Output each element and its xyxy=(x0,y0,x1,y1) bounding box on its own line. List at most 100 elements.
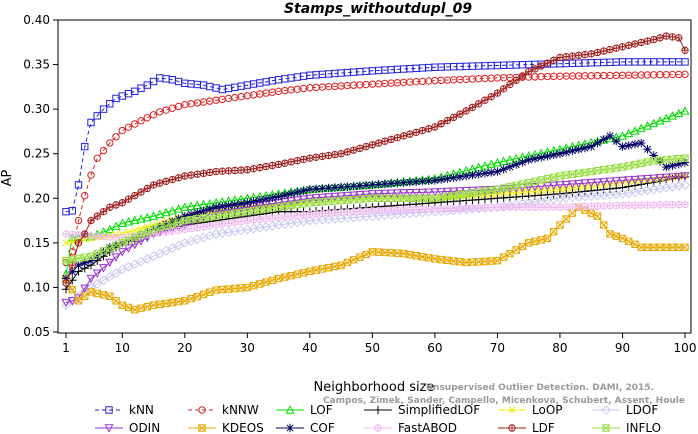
data-point xyxy=(299,211,308,219)
data-point xyxy=(493,203,502,211)
data-point xyxy=(318,209,327,218)
data-point xyxy=(524,183,534,192)
data-point xyxy=(62,256,70,265)
data-point xyxy=(399,132,408,140)
legend-marker xyxy=(508,424,516,432)
data-point xyxy=(499,165,508,174)
series-inflo xyxy=(62,154,689,265)
data-point xyxy=(381,137,389,145)
data-point xyxy=(581,202,589,211)
data-point xyxy=(112,297,120,305)
data-point xyxy=(674,172,684,182)
data-point xyxy=(380,179,390,189)
data-point xyxy=(662,156,670,164)
data-point xyxy=(461,171,471,181)
data-point xyxy=(68,255,76,264)
x-tick-label: 100 xyxy=(674,341,697,355)
data-point xyxy=(418,177,427,186)
data-point xyxy=(162,177,170,185)
data-point xyxy=(555,149,565,158)
data-point xyxy=(206,82,214,91)
data-point xyxy=(436,188,446,197)
data-point xyxy=(681,70,689,79)
data-point xyxy=(399,206,408,214)
data-point xyxy=(143,81,151,89)
data-point xyxy=(87,252,95,260)
data-point xyxy=(305,194,315,204)
data-point xyxy=(643,145,652,154)
data-point xyxy=(218,220,227,228)
y-tick-label: 0.40 xyxy=(23,13,50,27)
data-point xyxy=(656,156,664,165)
data-point xyxy=(362,250,370,259)
data-point xyxy=(249,216,258,224)
data-point xyxy=(67,297,77,306)
data-point xyxy=(262,205,270,213)
data-point xyxy=(637,159,645,168)
legend-item-ldf: LDF xyxy=(498,421,555,434)
data-point xyxy=(81,142,89,151)
data-point xyxy=(681,154,689,162)
data-point xyxy=(218,202,227,211)
data-point xyxy=(61,298,71,308)
data-point xyxy=(655,116,665,125)
data-point xyxy=(93,154,101,162)
data-point xyxy=(87,232,95,240)
data-point xyxy=(231,218,239,226)
data-point xyxy=(561,180,571,190)
data-point xyxy=(411,177,421,186)
data-point xyxy=(524,155,533,165)
data-point xyxy=(537,176,545,184)
data-point xyxy=(581,50,589,59)
data-point xyxy=(342,191,352,201)
data-point xyxy=(580,179,590,188)
data-point xyxy=(606,230,614,238)
data-point xyxy=(392,189,402,198)
data-point xyxy=(268,214,277,222)
data-point xyxy=(68,230,76,239)
data-point xyxy=(331,150,339,159)
data-point xyxy=(137,188,145,196)
data-point xyxy=(543,59,552,67)
data-point xyxy=(656,34,664,42)
data-point xyxy=(106,233,114,241)
data-point xyxy=(361,190,371,200)
data-point xyxy=(543,234,552,243)
x-axis-title: Neighborhood size xyxy=(314,380,435,395)
data-point xyxy=(643,201,652,209)
legend-label: kNN xyxy=(129,403,154,417)
data-point xyxy=(117,218,127,227)
data-point xyxy=(149,77,158,86)
data-point xyxy=(268,276,277,284)
data-point xyxy=(649,174,659,183)
data-point xyxy=(530,154,540,163)
data-point xyxy=(662,174,670,182)
data-point xyxy=(98,275,109,286)
legend-item-odin: ODIN xyxy=(95,421,160,434)
data-point xyxy=(618,43,627,51)
data-point xyxy=(168,227,176,235)
data-point xyxy=(556,53,564,62)
y-tick-label: 0.30 xyxy=(23,102,50,116)
data-point xyxy=(624,141,633,150)
data-point xyxy=(456,191,464,199)
data-point xyxy=(630,126,640,135)
plot-area xyxy=(61,32,690,314)
legend-item-ldof: LDOF xyxy=(592,403,658,417)
data-point xyxy=(162,299,170,308)
data-point xyxy=(324,209,333,217)
data-point xyxy=(449,173,458,182)
data-point xyxy=(106,100,114,108)
data-point xyxy=(543,174,552,183)
data-point xyxy=(174,297,183,306)
data-point xyxy=(256,164,264,172)
data-point xyxy=(574,179,584,189)
data-point xyxy=(512,203,520,211)
data-point xyxy=(486,159,496,168)
data-point xyxy=(256,206,264,214)
data-point xyxy=(123,244,134,253)
data-point xyxy=(487,203,495,211)
legend-marker xyxy=(198,424,206,432)
data-point xyxy=(212,286,220,294)
data-point xyxy=(312,266,320,274)
